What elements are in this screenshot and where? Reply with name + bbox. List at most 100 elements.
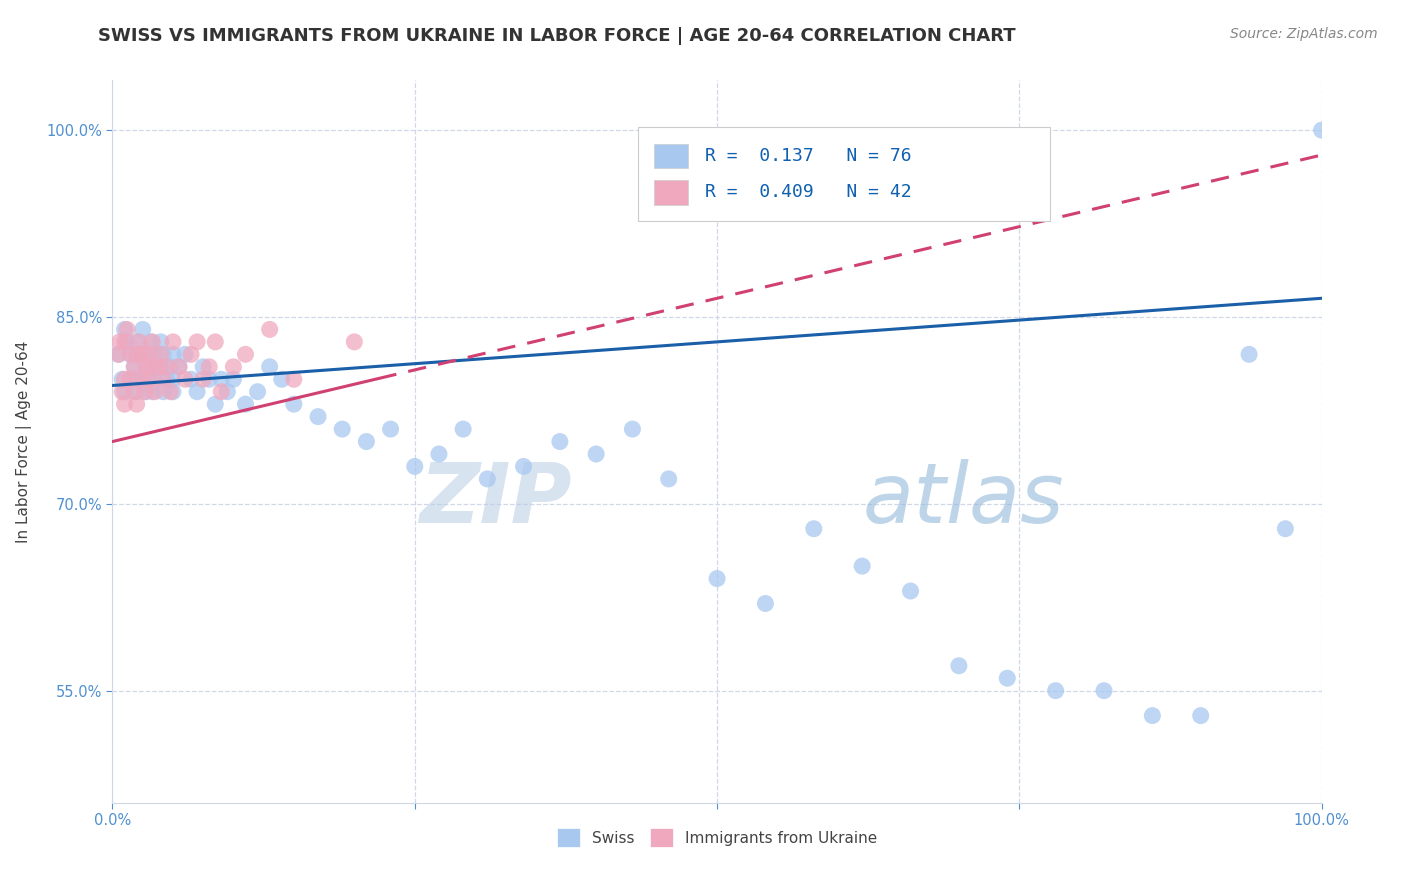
Point: [107, 347, 129, 361]
Point: [132, 347, 155, 361]
Point: [186, 384, 208, 399]
Point: [198, 372, 221, 386]
Point: [122, 359, 145, 374]
Point: [621, 422, 644, 436]
Point: [132, 347, 155, 361]
Point: [132, 322, 155, 336]
Point: [1274, 522, 1296, 536]
Point: [107, 347, 129, 361]
Point: [132, 372, 155, 386]
Point: [120, 372, 142, 386]
Point: [128, 347, 150, 361]
Point: [180, 372, 202, 386]
Point: [548, 434, 571, 449]
Point: [134, 384, 156, 399]
Point: [134, 384, 156, 399]
Point: [427, 447, 450, 461]
Point: [1142, 708, 1164, 723]
Point: [167, 359, 190, 374]
Point: [120, 347, 142, 361]
Point: [658, 472, 681, 486]
Point: [585, 447, 607, 461]
Point: [222, 372, 245, 386]
Point: [343, 334, 366, 349]
Point: [259, 359, 281, 374]
Point: [204, 397, 226, 411]
Point: [114, 384, 136, 399]
Point: [204, 334, 226, 349]
Point: [1237, 347, 1260, 361]
Point: [404, 459, 426, 474]
Point: [156, 359, 179, 374]
Point: [186, 334, 208, 349]
Point: [128, 334, 150, 349]
Point: [754, 597, 776, 611]
Point: [307, 409, 329, 424]
Point: [356, 434, 378, 449]
Point: [141, 384, 163, 399]
Point: [114, 334, 136, 349]
Point: [120, 347, 142, 361]
Point: [125, 347, 148, 361]
Text: R =  0.409   N = 42: R = 0.409 N = 42: [704, 183, 911, 202]
Point: [141, 334, 163, 349]
Point: [706, 572, 728, 586]
Point: [217, 384, 239, 399]
Y-axis label: In Labor Force | Age 20-64: In Labor Force | Age 20-64: [17, 341, 32, 542]
Point: [141, 334, 163, 349]
Point: [135, 359, 157, 374]
Point: [1092, 683, 1115, 698]
Point: [148, 359, 170, 374]
Point: [1310, 123, 1333, 137]
Point: [125, 397, 148, 411]
Point: [948, 658, 970, 673]
Point: [114, 397, 136, 411]
Point: [162, 372, 184, 386]
Point: [149, 359, 172, 374]
Point: [1189, 708, 1212, 723]
Point: [149, 347, 172, 361]
FancyBboxPatch shape: [654, 144, 688, 169]
Text: Source: ZipAtlas.com: Source: ZipAtlas.com: [1230, 27, 1378, 41]
Point: [138, 347, 160, 361]
Point: [122, 359, 145, 374]
Point: [380, 422, 402, 436]
FancyBboxPatch shape: [654, 180, 688, 204]
Point: [162, 384, 184, 399]
Point: [174, 347, 197, 361]
Point: [283, 372, 305, 386]
Point: [128, 372, 150, 386]
Point: [141, 359, 163, 374]
Point: [270, 372, 292, 386]
Point: [235, 397, 257, 411]
Point: [209, 384, 232, 399]
Point: [152, 347, 174, 361]
Point: [114, 322, 136, 336]
Text: R =  0.137   N = 76: R = 0.137 N = 76: [704, 147, 911, 165]
Point: [167, 359, 190, 374]
Point: [122, 384, 145, 399]
Point: [803, 522, 825, 536]
Point: [108, 334, 131, 349]
FancyBboxPatch shape: [638, 128, 1049, 221]
Text: SWISS VS IMMIGRANTS FROM UKRAINE IN LABOR FORCE | AGE 20-64 CORRELATION CHART: SWISS VS IMMIGRANTS FROM UKRAINE IN LABO…: [98, 27, 1017, 45]
Point: [156, 372, 179, 386]
Point: [246, 384, 269, 399]
Point: [138, 347, 160, 361]
Point: [162, 347, 184, 361]
Text: atlas: atlas: [862, 458, 1064, 540]
Point: [138, 372, 160, 386]
Legend: Swiss, Immigrants from Ukraine: Swiss, Immigrants from Ukraine: [551, 822, 883, 853]
Point: [143, 347, 166, 361]
Point: [259, 322, 281, 336]
Point: [141, 359, 163, 374]
Point: [115, 334, 138, 349]
Point: [135, 359, 157, 374]
Point: [995, 671, 1018, 685]
Point: [900, 584, 922, 599]
Point: [235, 347, 257, 361]
Point: [209, 372, 232, 386]
Point: [125, 334, 148, 349]
Point: [191, 372, 214, 386]
Point: [125, 384, 148, 399]
